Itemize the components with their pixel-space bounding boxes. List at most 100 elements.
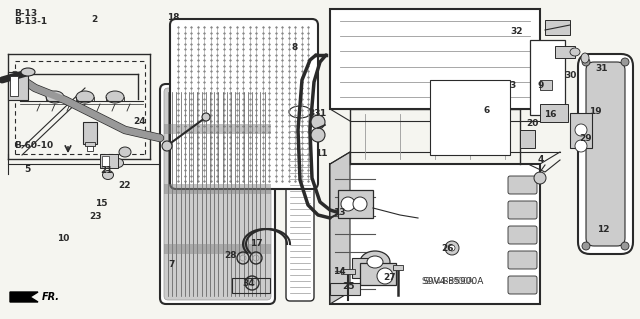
Text: 13: 13 [333, 208, 346, 217]
FancyBboxPatch shape [508, 251, 537, 269]
Bar [393, 265, 403, 270]
Text: 11: 11 [315, 149, 328, 158]
FancyBboxPatch shape [508, 226, 537, 244]
Circle shape [621, 58, 629, 66]
Bar [330, 283, 360, 295]
Circle shape [341, 197, 355, 211]
Text: 22: 22 [118, 181, 131, 189]
Bar [540, 104, 568, 122]
Text: 7: 7 [168, 260, 175, 269]
Text: 10: 10 [56, 234, 69, 243]
Ellipse shape [106, 91, 124, 103]
Ellipse shape [570, 48, 580, 56]
Text: 8: 8 [291, 43, 298, 52]
Bar [338, 190, 373, 218]
Bar [540, 80, 552, 90]
Text: FR.: FR. [42, 292, 60, 302]
Bar [555, 46, 575, 58]
Text: 3: 3 [509, 81, 515, 90]
Bar [570, 113, 592, 148]
Bar [520, 130, 535, 148]
Bar [164, 244, 271, 254]
Text: 19: 19 [589, 107, 602, 115]
Ellipse shape [113, 159, 124, 167]
Circle shape [449, 245, 455, 251]
Bar [330, 164, 540, 304]
Circle shape [534, 172, 546, 184]
Bar [164, 124, 271, 134]
Text: 4: 4 [538, 155, 544, 164]
Circle shape [445, 241, 459, 255]
Text: 27: 27 [383, 273, 396, 282]
Text: S9V4-B5900A: S9V4-B5900A [422, 277, 484, 286]
Text: 20: 20 [526, 119, 539, 128]
Circle shape [311, 128, 325, 142]
FancyBboxPatch shape [170, 19, 318, 189]
Ellipse shape [21, 68, 35, 76]
Circle shape [582, 242, 590, 250]
Text: 21: 21 [100, 166, 113, 175]
Text: 28: 28 [224, 251, 237, 260]
Bar [164, 184, 271, 194]
Text: 23: 23 [90, 212, 102, 221]
Bar [530, 40, 565, 115]
Text: 15: 15 [95, 199, 108, 208]
FancyBboxPatch shape [160, 84, 275, 304]
FancyBboxPatch shape [508, 276, 537, 294]
Text: 30: 30 [564, 71, 577, 80]
Polygon shape [10, 292, 38, 302]
Text: 1: 1 [319, 109, 325, 118]
Text: B-60-10: B-60-10 [14, 141, 53, 150]
Text: 2: 2 [92, 15, 98, 24]
Ellipse shape [102, 170, 113, 180]
Text: 9: 9 [538, 81, 544, 90]
Text: 14: 14 [333, 267, 346, 276]
Bar [330, 9, 540, 109]
Bar [8, 72, 28, 100]
Circle shape [621, 242, 629, 250]
Bar [83, 122, 97, 144]
Text: 18: 18 [166, 13, 179, 22]
Bar [232, 278, 270, 293]
Ellipse shape [46, 91, 64, 103]
Ellipse shape [119, 147, 131, 157]
FancyBboxPatch shape [508, 201, 537, 219]
Circle shape [582, 58, 590, 66]
Text: 16: 16 [544, 110, 557, 119]
Bar [85, 142, 95, 146]
Ellipse shape [289, 106, 311, 118]
Text: 25: 25 [342, 282, 355, 291]
Text: 33: 33 [308, 109, 321, 118]
Text: 31: 31 [595, 64, 608, 73]
Text: 29: 29 [579, 134, 592, 143]
Text: 32: 32 [511, 27, 524, 36]
Bar [352, 258, 374, 278]
Circle shape [202, 113, 210, 121]
Bar [102, 156, 109, 166]
Circle shape [311, 115, 325, 129]
Circle shape [162, 141, 172, 151]
Circle shape [353, 197, 367, 211]
Text: S9V4-B5900A: S9V4-B5900A [422, 277, 474, 286]
Ellipse shape [367, 256, 383, 268]
Bar [10, 76, 18, 96]
Text: 26: 26 [442, 244, 454, 253]
Text: B-13: B-13 [14, 9, 37, 18]
Bar [100, 154, 118, 168]
FancyBboxPatch shape [164, 88, 271, 300]
Bar [360, 263, 396, 285]
FancyBboxPatch shape [586, 62, 625, 246]
Circle shape [575, 124, 587, 136]
Polygon shape [330, 152, 350, 304]
Text: 24: 24 [133, 117, 146, 126]
FancyBboxPatch shape [578, 54, 633, 254]
Bar [87, 146, 93, 151]
Bar [430, 80, 510, 155]
Ellipse shape [581, 53, 589, 63]
Text: B-13-1: B-13-1 [14, 17, 47, 26]
Bar [545, 20, 570, 35]
Bar [341, 269, 355, 274]
FancyBboxPatch shape [286, 116, 314, 301]
Text: 17: 17 [250, 239, 262, 248]
Circle shape [575, 140, 587, 152]
